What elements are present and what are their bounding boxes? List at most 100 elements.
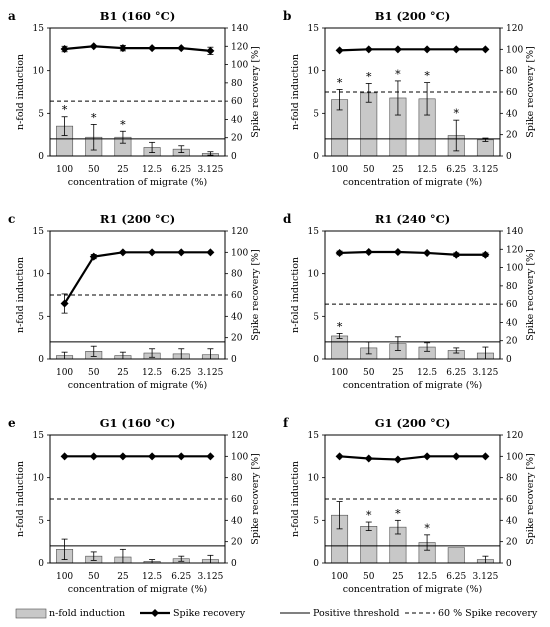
y2-tick-label: 100 <box>506 452 523 462</box>
y2-tick-label: 140 <box>231 24 248 34</box>
spike-recovery-point <box>364 45 373 54</box>
y2-tick-label: 40 <box>231 115 243 125</box>
significance-star: * <box>424 522 430 535</box>
significance-star: * <box>366 509 372 522</box>
panel-title: B1 (200 °C) <box>375 9 451 23</box>
significance-star: * <box>62 104 68 117</box>
plot-frame <box>324 230 501 360</box>
spike-recovery-line <box>339 250 486 256</box>
x-tick-label: 6.25 <box>171 368 191 378</box>
spike-recovery-point <box>206 46 215 55</box>
spike-recovery-point <box>452 452 461 461</box>
significance-star: * <box>366 70 372 83</box>
spike-recovery-point <box>177 248 186 257</box>
spike-recovery-point <box>364 248 373 257</box>
spike-recovery-point <box>393 455 402 464</box>
y-tick-label: 0 <box>38 152 44 162</box>
spike-recovery-point <box>364 454 373 463</box>
x-tick-label: 12.5 <box>142 165 162 175</box>
x-tick-label: 50 <box>88 165 100 175</box>
x-axis-label: concentration of migrate (%) <box>343 584 482 595</box>
x-tick-label: 50 <box>363 165 375 175</box>
spike-recovery-point <box>481 250 490 259</box>
spike-recovery-point <box>335 248 344 257</box>
y-tick-label: 5 <box>313 109 319 119</box>
chart-panels: a B1 (160 °C)***0510150204060801001201401… <box>8 9 536 595</box>
panel-title: R1 (240 °C) <box>375 212 450 226</box>
panel-letter: d <box>283 212 292 226</box>
y2-tick-label: 0 <box>231 355 237 365</box>
x-axis-label: concentration of migrate (%) <box>68 584 207 595</box>
spike-recovery-point <box>118 452 127 461</box>
significance-star: * <box>91 111 97 124</box>
y-axis-label: n-fold induction <box>290 54 301 130</box>
y2-tick-label: 20 <box>231 538 243 548</box>
panel-title: G1 (160 °C) <box>100 416 176 430</box>
legend-label: Spike recovery <box>173 608 246 619</box>
y2-tick-label: 20 <box>231 134 243 144</box>
y-tick-label: 5 <box>38 312 44 322</box>
spike-recovery-point <box>206 248 215 257</box>
y-tick-label: 10 <box>33 474 45 484</box>
y2-tick-label: 60 <box>506 495 518 505</box>
x-tick-label: 50 <box>363 368 375 378</box>
y2-tick-label: 120 <box>506 24 523 34</box>
spike-recovery-point <box>177 44 186 53</box>
y2-tick-label: 80 <box>231 79 243 89</box>
y-axis-label: n-fold induction <box>290 257 301 333</box>
y-tick-label: 15 <box>33 227 45 237</box>
spike-recovery-point <box>423 248 432 257</box>
y2-tick-label: 20 <box>506 538 518 548</box>
x-axis-label: concentration of migrate (%) <box>343 380 482 391</box>
y2-tick-label: 40 <box>231 312 243 322</box>
x-tick-label: 25 <box>117 368 129 378</box>
y2-tick-label: 100 <box>231 61 248 71</box>
y2-tick-label: 40 <box>231 516 243 526</box>
spike-recovery-point <box>423 452 432 461</box>
y-tick-label: 10 <box>308 67 320 77</box>
y-axis-label: n-fold induction <box>15 257 26 333</box>
y2-tick-label: 0 <box>231 559 237 569</box>
significance-star: * <box>337 76 343 89</box>
panel-letter: b <box>283 9 291 23</box>
spike-recovery-point <box>148 44 157 53</box>
y-tick-label: 10 <box>33 270 45 280</box>
significance-star: * <box>120 118 126 131</box>
spike-recovery-point <box>148 452 157 461</box>
y-tick-label: 0 <box>313 355 319 365</box>
y2-tick-label: 80 <box>506 474 518 484</box>
bar <box>476 139 494 157</box>
x-tick-label: 25 <box>392 165 404 175</box>
spike-recovery-point <box>452 45 461 54</box>
y2-tick-label: 120 <box>231 227 248 237</box>
spike-recovery-point <box>393 45 402 54</box>
y2-tick-label: 0 <box>506 559 512 569</box>
panel-letter: c <box>8 212 15 226</box>
x-axis-label: concentration of migrate (%) <box>68 177 207 188</box>
bar <box>331 335 349 360</box>
spike-recovery-line <box>63 251 211 305</box>
y-tick-label: 10 <box>308 270 320 280</box>
bar <box>360 526 378 564</box>
x-tick-label: 3.125 <box>198 165 224 175</box>
y2-tick-label: 0 <box>506 152 512 162</box>
y2-axis-label: Spike recovery [%] <box>525 249 536 341</box>
significance-star: * <box>395 68 401 81</box>
y-axis-label: n-fold induction <box>15 54 26 130</box>
y2-tick-label: 60 <box>506 300 518 310</box>
y2-tick-label: 100 <box>231 452 248 462</box>
x-tick-label: 25 <box>392 572 404 582</box>
spike-recovery-line <box>64 45 211 52</box>
x-tick-label: 6.25 <box>446 572 466 582</box>
y2-tick-label: 80 <box>231 270 243 280</box>
x-tick-label: 3.125 <box>473 572 499 582</box>
significance-star: * <box>424 70 430 83</box>
x-tick-label: 12.5 <box>417 368 437 378</box>
spike-recovery-point <box>89 452 98 461</box>
significance-star: * <box>395 507 401 520</box>
x-tick-label: 100 <box>331 368 348 378</box>
panel-letter: a <box>8 9 16 23</box>
chart-panel-d: d R1 (240 °C) * 0 5 10 15 0 20 40 60 80 100 120 140 100… <box>283 212 536 391</box>
x-tick-label: 50 <box>363 572 375 582</box>
y2-tick-label: 60 <box>231 97 243 107</box>
